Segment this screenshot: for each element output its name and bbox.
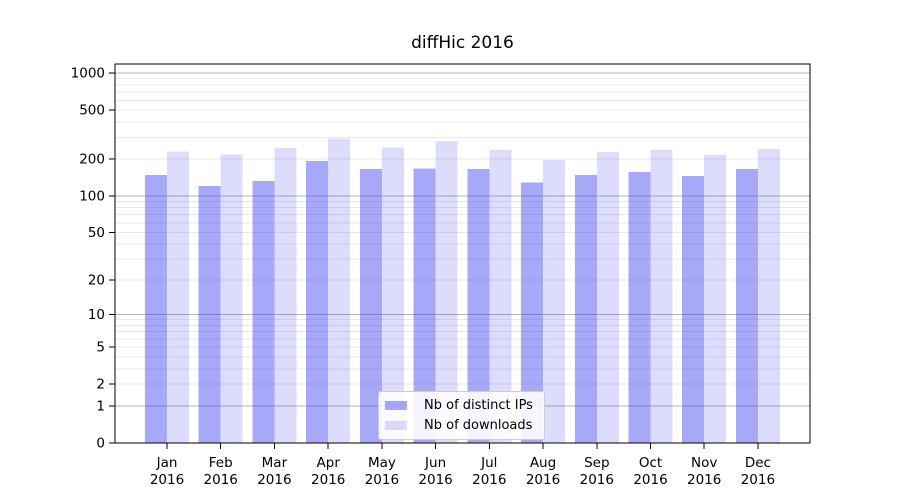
bar-downloads-mar xyxy=(274,148,297,443)
x-tick-label-apr: Apr 2016 xyxy=(311,455,345,488)
bar-distinct-ips-jun xyxy=(413,168,436,444)
y-tick-label-100: 100 xyxy=(79,188,105,204)
y-tick-label-200: 200 xyxy=(79,152,105,168)
x-tick-label-may: May 2016 xyxy=(365,455,399,488)
y-tick-label-50: 50 xyxy=(88,225,105,241)
legend-label-distinct-ips: Nb of distinct IPs xyxy=(424,398,533,413)
bar-downloads-dec xyxy=(757,149,780,443)
x-tick-label-jul: Jul 2016 xyxy=(472,455,506,488)
bar-distinct-ips-dec xyxy=(735,169,758,443)
legend-label-downloads: Nb of downloads xyxy=(424,418,533,433)
bar-downloads-apr xyxy=(328,138,351,443)
plot-border xyxy=(114,63,811,444)
bar-downloads-jan xyxy=(167,151,189,443)
bar-downloads-aug xyxy=(543,160,565,443)
x-tick-label-dec: Dec 2016 xyxy=(741,455,775,488)
x-tick-label-oct: Oct 2016 xyxy=(633,455,667,488)
bar-downloads-nov xyxy=(704,155,727,443)
y-tick-label-0: 0 xyxy=(96,436,105,452)
bar-distinct-ips-aug xyxy=(521,182,543,444)
bar-distinct-ips-jan xyxy=(145,175,167,443)
y-tick-label-20: 20 xyxy=(88,272,105,288)
chart-title: diffHic 2016 xyxy=(411,33,514,53)
bar-downloads-may xyxy=(381,147,404,443)
x-tick-label-aug: Aug 2016 xyxy=(526,455,560,488)
bar-downloads-oct xyxy=(650,149,673,443)
legend-swatch-distinct-ips xyxy=(385,401,407,410)
x-tick-label-jun: Jun 2016 xyxy=(418,455,452,488)
y-tick-label-1000: 1000 xyxy=(71,66,105,82)
bar-distinct-ips-may xyxy=(359,169,382,443)
bar-downloads-sep xyxy=(596,152,619,443)
x-tick-label-jan: Jan 2016 xyxy=(150,455,184,488)
x-tick-label-feb: Feb 2016 xyxy=(204,455,238,488)
legend-item-distinct-ips: Nb of distinct IPs xyxy=(385,398,533,413)
bar-distinct-ips-oct xyxy=(628,172,651,443)
legend: Nb of distinct IPs Nb of downloads xyxy=(378,391,545,440)
x-tick-label-mar: Mar 2016 xyxy=(257,455,291,488)
y-tick-label-10: 10 xyxy=(88,307,105,323)
y-tick-label-2: 2 xyxy=(96,377,105,393)
bar-downloads-feb xyxy=(220,154,243,443)
y-tick-label-1: 1 xyxy=(96,398,105,414)
x-tick-label-sep: Sep 2016 xyxy=(580,455,614,488)
x-tick-label-nov: Nov 2016 xyxy=(687,455,721,488)
y-tick-label-5: 5 xyxy=(96,340,105,356)
bar-downloads-jun xyxy=(435,141,458,443)
bar-distinct-ips-mar xyxy=(252,181,275,443)
bar-distinct-ips-sep xyxy=(574,175,597,443)
legend-item-downloads: Nb of downloads xyxy=(385,418,533,433)
bar-distinct-ips-jul xyxy=(467,169,490,443)
bar-distinct-ips-feb xyxy=(198,186,221,443)
y-tick-label-500: 500 xyxy=(79,103,105,119)
bar-downloads-jul xyxy=(489,149,512,443)
bar-distinct-ips-nov xyxy=(682,176,705,443)
legend-swatch-downloads xyxy=(385,421,407,430)
bar-distinct-ips-apr xyxy=(306,161,329,443)
